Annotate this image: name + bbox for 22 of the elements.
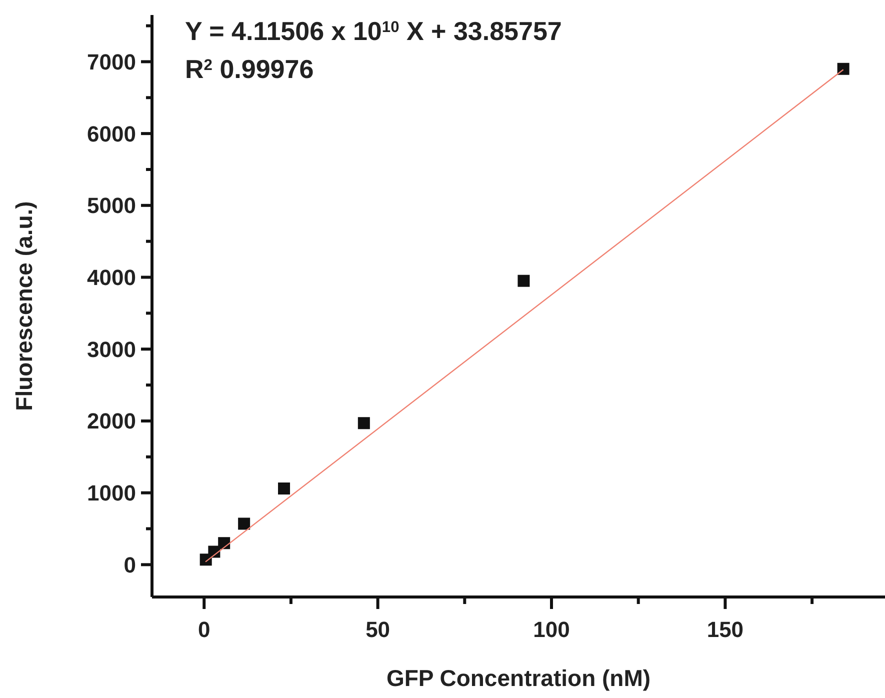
- y-tick-label: 2000: [87, 408, 136, 434]
- y-tick-label: 5000: [87, 193, 136, 218]
- x-tick-label: 0: [198, 617, 210, 642]
- y-axis-title: Fluorescence (a.u.): [11, 201, 37, 411]
- point: [238, 518, 250, 530]
- point: [837, 62, 850, 75]
- y-tick-label: 6000: [87, 121, 136, 146]
- point: [278, 482, 290, 495]
- annotation: Y = 4.11506 x 10$^{10}$ X + 33.85757: [185, 16, 562, 46]
- y-tick-label: 1000: [87, 480, 136, 506]
- x-tick-label: 50: [366, 617, 390, 642]
- y-tick-label: 7000: [87, 49, 136, 74]
- y-tick-label: 3000: [87, 336, 136, 362]
- x-tick-label: 150: [706, 617, 744, 642]
- y-tick-label: 4000: [87, 264, 136, 290]
- annotation: R$^{2}$ 0.99976: [185, 54, 314, 84]
- x-axis-title: GFP Concentration (nM): [386, 665, 651, 691]
- y-tick-label: 0: [124, 552, 136, 578]
- x-tick-label: 100: [533, 617, 570, 642]
- point: [518, 274, 530, 287]
- point: [218, 537, 230, 550]
- point: [358, 417, 370, 430]
